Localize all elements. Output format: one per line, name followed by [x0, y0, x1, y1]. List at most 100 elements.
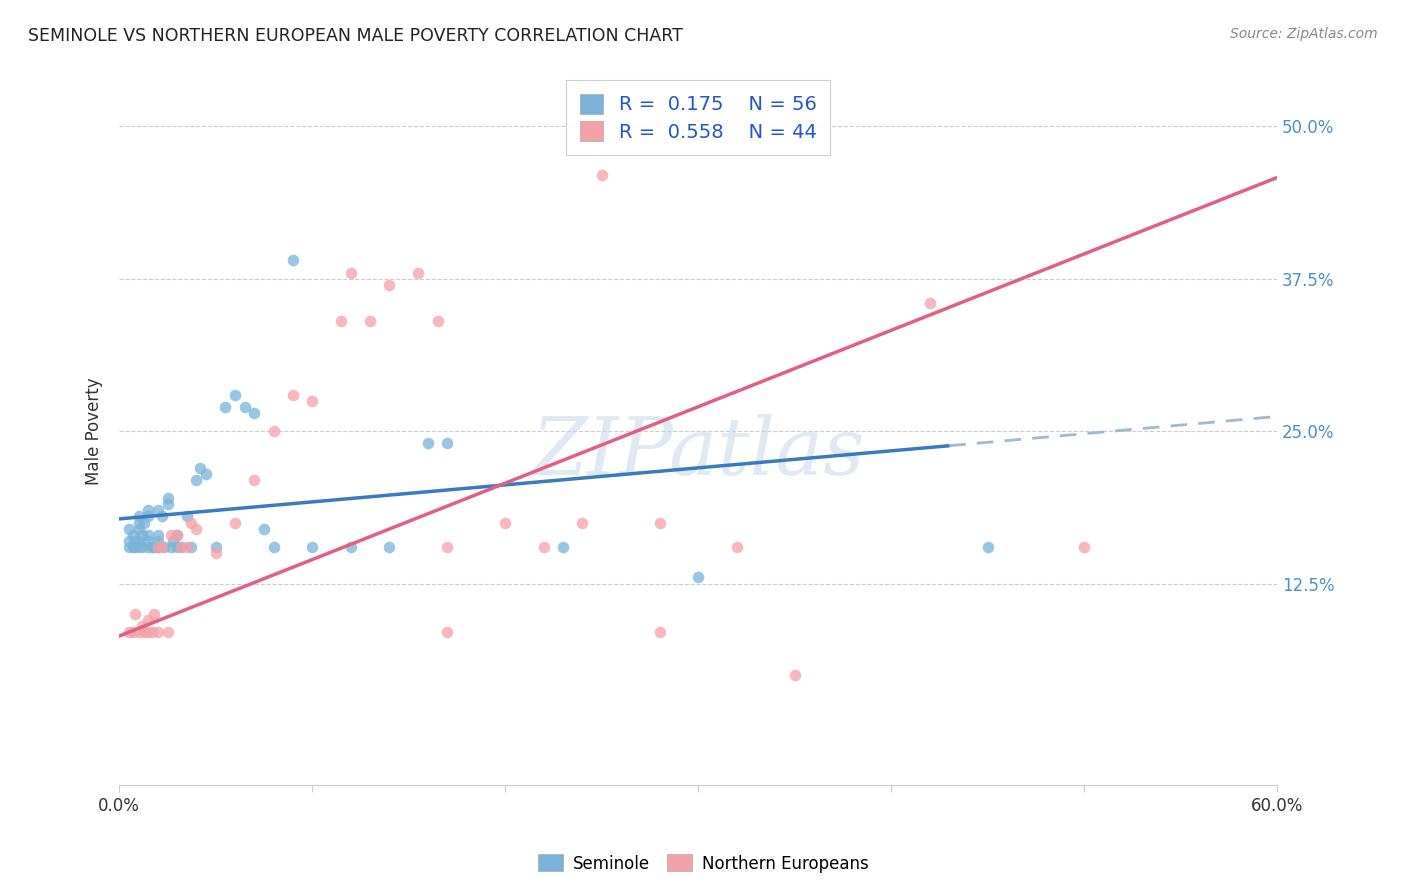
Point: [648, 516, 671, 530]
Point: [170, 540, 193, 554]
Point: [281, 387, 304, 401]
Point: [224, 387, 246, 401]
Point: [146, 533, 169, 548]
Point: [263, 424, 285, 438]
Point: [591, 168, 613, 182]
Point: [180, 540, 202, 554]
Point: [166, 528, 188, 542]
Point: [204, 546, 226, 560]
Point: [124, 540, 146, 554]
Point: [162, 533, 184, 548]
Point: [224, 516, 246, 530]
Point: [131, 528, 153, 542]
Point: [243, 473, 266, 487]
Point: [128, 533, 150, 548]
Point: [146, 540, 169, 554]
Point: [141, 625, 163, 640]
Point: [186, 473, 208, 487]
Y-axis label: Male Poverty: Male Poverty: [86, 377, 103, 485]
Point: [426, 314, 449, 328]
Point: [186, 522, 208, 536]
Point: [146, 625, 169, 640]
Point: [330, 314, 353, 328]
Point: [166, 528, 188, 542]
Point: [648, 625, 671, 640]
Point: [176, 540, 198, 554]
Point: [136, 613, 159, 627]
Point: [170, 540, 193, 554]
Text: SEMINOLE VS NORTHERN EUROPEAN MALE POVERTY CORRELATION CHART: SEMINOLE VS NORTHERN EUROPEAN MALE POVER…: [28, 27, 683, 45]
Point: [150, 540, 173, 554]
Point: [436, 540, 458, 554]
Point: [553, 540, 575, 554]
Point: [359, 314, 381, 328]
Point: [152, 540, 174, 554]
Point: [918, 296, 941, 310]
Point: [977, 540, 1000, 554]
Point: [143, 607, 166, 621]
Point: [166, 540, 188, 554]
Point: [118, 533, 141, 548]
Point: [783, 668, 806, 682]
Point: [128, 516, 150, 530]
Point: [128, 540, 150, 554]
Point: [146, 528, 169, 542]
Point: [136, 533, 159, 548]
Legend: R =  0.175    N = 56, R =  0.558    N = 44: R = 0.175 N = 56, R = 0.558 N = 44: [567, 80, 831, 155]
Point: [131, 540, 153, 554]
Point: [131, 619, 153, 633]
Point: [128, 522, 150, 536]
Point: [136, 503, 159, 517]
Point: [156, 625, 179, 640]
Point: [301, 540, 323, 554]
Text: Source: ZipAtlas.com: Source: ZipAtlas.com: [1230, 27, 1378, 41]
Point: [121, 540, 143, 554]
Point: [301, 393, 323, 408]
Point: [725, 540, 748, 554]
Point: [160, 528, 183, 542]
Point: [150, 509, 173, 524]
Point: [136, 528, 159, 542]
Point: [378, 540, 401, 554]
Point: [146, 503, 169, 517]
Point: [124, 533, 146, 548]
Point: [128, 509, 150, 524]
Point: [436, 436, 458, 450]
Point: [141, 540, 163, 554]
Point: [124, 607, 146, 621]
Point: [1073, 540, 1095, 554]
Point: [408, 266, 430, 280]
Point: [281, 253, 304, 268]
Point: [195, 467, 218, 481]
Point: [340, 540, 363, 554]
Point: [416, 436, 439, 450]
Point: [160, 540, 183, 554]
Point: [263, 540, 285, 554]
Point: [134, 625, 156, 640]
Point: [136, 540, 159, 554]
Point: [188, 460, 211, 475]
Point: [136, 509, 159, 524]
Point: [146, 540, 169, 554]
Legend: Seminole, Northern Europeans: Seminole, Northern Europeans: [531, 847, 875, 880]
Point: [378, 277, 401, 292]
Point: [143, 540, 166, 554]
Point: [253, 522, 276, 536]
Point: [533, 540, 555, 554]
Point: [180, 516, 202, 530]
Point: [121, 528, 143, 542]
Text: ZIPatlas: ZIPatlas: [531, 414, 865, 491]
Point: [243, 406, 266, 420]
Point: [494, 516, 516, 530]
Point: [340, 266, 363, 280]
Point: [156, 497, 179, 511]
Point: [121, 625, 143, 640]
Point: [204, 540, 226, 554]
Point: [156, 491, 179, 505]
Point: [134, 516, 156, 530]
Point: [118, 522, 141, 536]
Point: [118, 625, 141, 640]
Point: [128, 625, 150, 640]
Point: [176, 509, 198, 524]
Point: [233, 400, 256, 414]
